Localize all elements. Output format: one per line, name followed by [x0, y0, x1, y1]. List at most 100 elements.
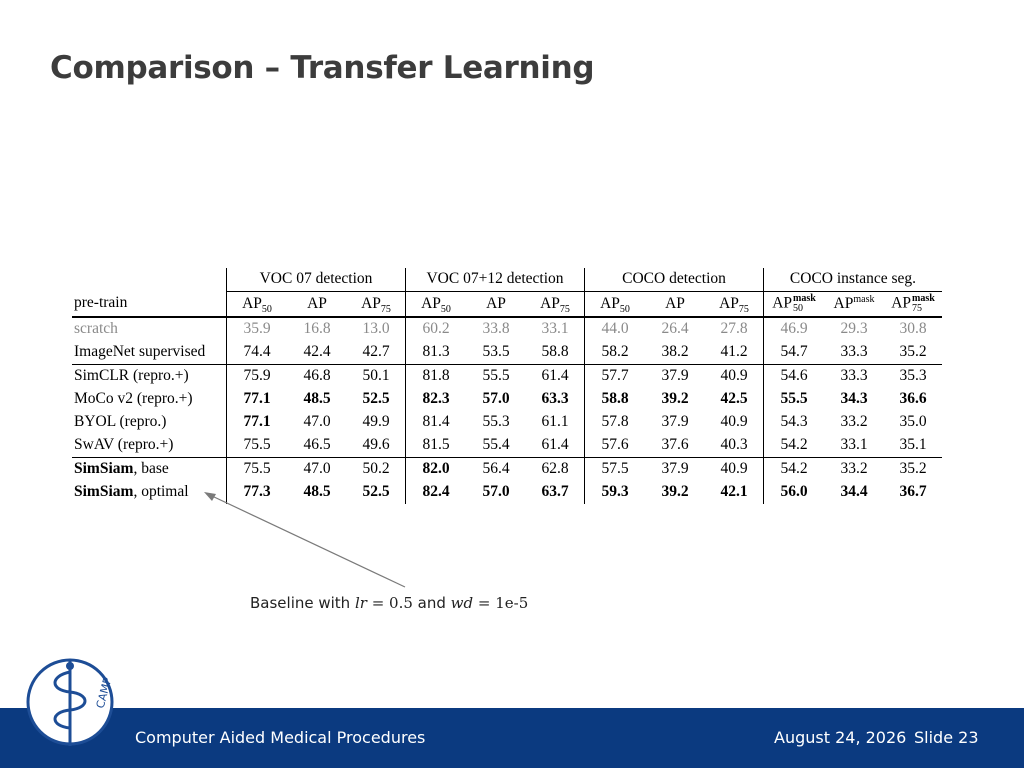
col-ap75: AP75 [705, 291, 764, 318]
table-cell: 36.6 [899, 390, 927, 407]
table-cell: 54.7 [763, 340, 824, 364]
col-ap75: AP75 [347, 291, 406, 318]
table-cell: 16.8 [303, 320, 331, 337]
col-ap50-mask: AP mask 50 [763, 291, 824, 318]
table-cell: 35.2 [899, 343, 927, 360]
table-cell: 42.5 [720, 390, 748, 407]
table-cell: 56.4 [466, 456, 526, 481]
table-cell: 35.3 [884, 363, 942, 388]
pretrain-method: SimCLR (repro.+) [72, 363, 227, 388]
table-cell: 33.2 [824, 456, 884, 481]
group-voc07: VOC 07 detection [226, 268, 406, 292]
pretrain-method: scratch [74, 320, 118, 337]
table-cell: 40.9 [720, 413, 748, 430]
col-ap50: AP50 [405, 291, 466, 318]
col-ap75-mask: AP mask 75 [884, 291, 942, 318]
footer-organization: Computer Aided Medical Procedures [135, 728, 426, 747]
table-cell: 33.1 [541, 320, 569, 337]
table-cell: 63.7 [541, 483, 569, 500]
table-cell: 58.8 [541, 343, 569, 360]
footer-slide-number: Slide 23 [914, 728, 979, 747]
table-cell: 77.1 [226, 387, 287, 411]
table-row: MoCo v2 (repro.+) 77.1 48.5 52.5 82.3 57.0 63.… [72, 387, 942, 411]
table-cell: 40.9 [705, 363, 764, 388]
table-cell: 56.0 [763, 480, 824, 504]
col-ap: AP [645, 291, 705, 318]
table-cell: 39.2 [661, 390, 689, 407]
pretrain-method: SimSiam, optimal [74, 483, 189, 500]
table-cell: 13.0 [362, 320, 390, 337]
table-row: scratch 35.9 16.8 13.0 60.2 33.8 33.1 44.0 26.4 2… [72, 316, 942, 341]
table-row: ImageNet supervised 74.4 42.4 42.7 81.3 53.5 5… [72, 340, 942, 364]
table-cell: 52.5 [362, 390, 390, 407]
header-spacer [72, 268, 227, 291]
table-cell: 57.7 [584, 363, 645, 388]
col-ap50: AP50 [584, 291, 645, 318]
camp-logo-icon: CAMP [26, 658, 114, 746]
table-cell: 75.5 [226, 456, 287, 481]
table-cell: 61.1 [541, 413, 569, 430]
table-cell: 81.3 [405, 340, 466, 364]
table-cell: 50.1 [347, 363, 406, 388]
table-cell: 36.7 [899, 483, 927, 500]
group-voc0712: VOC 07+12 detection [405, 268, 585, 292]
table-cell: 48.5 [303, 483, 331, 500]
table-cell: 33.8 [482, 320, 510, 337]
table-cell: 57.6 [584, 433, 645, 457]
table-cell: 61.4 [526, 363, 585, 388]
table-cell: 55.4 [482, 436, 510, 453]
table-cell: 57.0 [482, 390, 510, 407]
table-cell: 35.2 [884, 456, 942, 481]
pretrain-method: BYOL (repro.) [74, 413, 167, 430]
group-coco-det: COCO detection [584, 268, 764, 292]
table-cell: 44.0 [584, 316, 645, 341]
table-cell: 54.2 [763, 456, 824, 481]
table-cell: 26.4 [661, 320, 689, 337]
col-ap-mask: APmask [824, 291, 884, 318]
table-cell: 82.0 [405, 456, 466, 481]
table-cell: 77.1 [226, 410, 287, 434]
table-cell: 42.7 [362, 343, 390, 360]
table-cell: 62.8 [526, 456, 585, 481]
table-cell: 37.9 [661, 413, 689, 430]
table-cell: 33.1 [840, 436, 868, 453]
table-row: SimSiam, base 75.5 47.0 50.2 82.0 56.4 62.8 57.… [72, 456, 942, 481]
table-cell: 35.0 [899, 413, 927, 430]
table-cell: 46.5 [303, 436, 331, 453]
table-cell: 60.2 [405, 316, 466, 341]
table-cell: 82.3 [405, 387, 466, 411]
table-body: scratch 35.9 16.8 13.0 60.2 33.8 33.1 44.0 26.4 2… [72, 316, 942, 504]
footer-bar [0, 708, 1024, 768]
table-cell: 55.3 [482, 413, 510, 430]
table-cell: 29.3 [840, 320, 868, 337]
table-cell: 35.1 [899, 436, 927, 453]
pretrain-method: ImageNet supervised [74, 343, 206, 360]
table-cell: 37.9 [645, 363, 705, 388]
table-cell: 49.9 [362, 413, 390, 430]
col-ap50: AP50 [226, 291, 287, 318]
table-cell: 47.0 [287, 456, 347, 481]
pretrain-method: MoCo v2 (repro.+) [74, 390, 193, 407]
footer-date: August 24, 2026 [774, 728, 907, 747]
table-cell: 59.3 [584, 480, 645, 504]
table-cell: 58.2 [584, 340, 645, 364]
table-cell: 33.3 [824, 363, 884, 388]
table-cell: 54.6 [763, 363, 824, 388]
table-row: SimCLR (repro.+) 75.9 46.8 50.1 81.8 55.5 61.4… [72, 363, 942, 388]
table-subheader-row: pre-train AP50 AP AP75 AP50 AP AP75 AP50… [72, 291, 942, 318]
table-cell: 42.4 [303, 343, 331, 360]
table-cell: 27.8 [720, 320, 748, 337]
col-ap75: AP75 [526, 291, 585, 318]
col-ap: AP [466, 291, 526, 318]
table-cell: 37.6 [661, 436, 689, 453]
table-cell: 47.0 [303, 413, 331, 430]
table-cell: 57.5 [584, 456, 645, 481]
table-cell: 46.8 [287, 363, 347, 388]
table-cell: 54.3 [763, 410, 824, 434]
col-ap: AP [287, 291, 347, 318]
table-row: SimSiam, optimal 77.3 48.5 52.5 82.4 57.0 63.7… [72, 480, 942, 504]
table-cell: 46.9 [763, 316, 824, 341]
table-row: BYOL (repro.) 77.1 47.0 49.9 81.4 55.3 61.1 57.… [72, 410, 942, 434]
group-coco-seg: COCO instance seg. [763, 268, 942, 292]
table-cell: 57.8 [584, 410, 645, 434]
